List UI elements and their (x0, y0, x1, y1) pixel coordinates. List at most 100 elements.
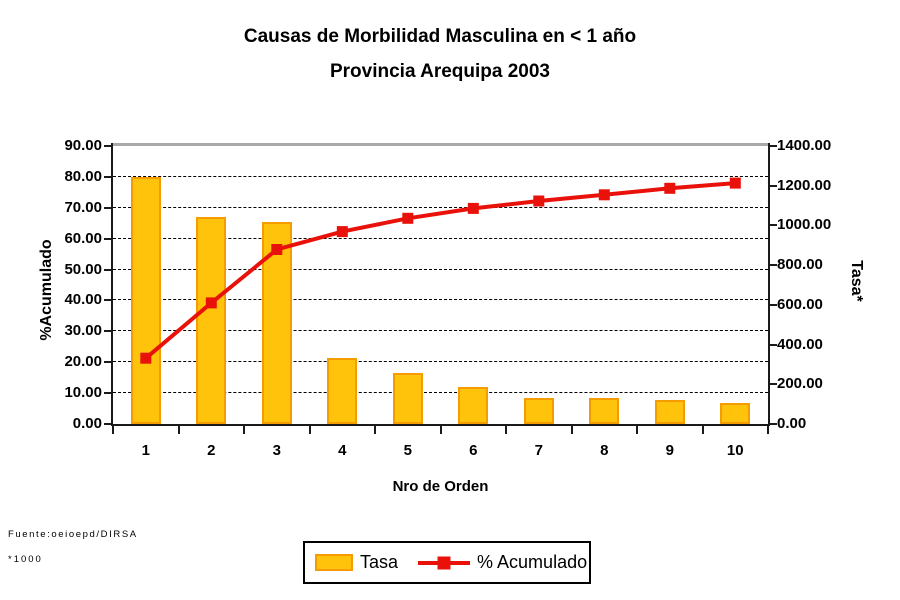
right-axis-tick (770, 303, 777, 306)
left-axis-line (111, 143, 113, 426)
legend-label-acumulado: % Acumulado (477, 552, 588, 572)
line-marker-icon (271, 244, 283, 255)
cumulative-line (144, 181, 736, 360)
line-marker-icon (140, 352, 152, 364)
x-axis-tick-label: 5 (403, 442, 412, 459)
x-axis-tick (701, 426, 704, 434)
left-axis-tick (104, 299, 112, 302)
left-axis-tick (104, 268, 112, 271)
gridline (113, 392, 768, 394)
gridline (113, 175, 768, 177)
x-axis-tick-label: 1 (141, 442, 150, 459)
bar (458, 387, 489, 424)
plot-area (113, 146, 768, 424)
bar (392, 373, 423, 424)
bar (130, 176, 161, 424)
line-marker-icon (467, 202, 479, 214)
right-axis-line (768, 143, 770, 426)
x-axis-tick (439, 426, 442, 434)
left-axis-tick (104, 392, 112, 395)
right-axis-tick (770, 343, 777, 346)
left-axis-tick-label: 30.00 (64, 322, 102, 340)
bar (589, 398, 620, 424)
right-axis-tick-label: 1400.00 (777, 137, 832, 154)
x-axis-tick (374, 426, 376, 434)
x-axis-tick-label: 4 (338, 442, 347, 459)
legend-bar-swatch (315, 554, 353, 571)
gridline (113, 206, 768, 208)
x-axis-tick-label: 6 (469, 442, 478, 459)
gridline (113, 268, 768, 270)
left-axis-tick (104, 330, 112, 333)
left-axis-tick-label: 50.00 (64, 260, 102, 278)
x-axis-tick-label: 10 (726, 442, 744, 459)
right-axis-tick (770, 145, 777, 147)
chart-title-block: Causas de Morbilidad Masculina en < 1 añ… (0, 26, 880, 83)
right-axis-tick-label: 400.00 (777, 335, 823, 353)
right-axis-tick-label: 200.00 (777, 375, 823, 393)
left-axis-tick (104, 175, 112, 178)
chart-title: Causas de Morbilidad Masculina en < 1 añ… (243, 26, 637, 47)
bar (720, 403, 751, 424)
legend: Tasa % Acumulado (303, 541, 591, 584)
line-marker-icon (664, 182, 676, 194)
left-axis-tick (104, 361, 112, 364)
x-axis-tick (570, 426, 573, 434)
x-axis-tick-label: 3 (272, 442, 281, 459)
right-axis-title: Tasa* (848, 260, 865, 302)
x-axis-tick (243, 426, 245, 434)
right-axis-tick-label: 0.00 (777, 415, 807, 432)
line-marker-icon (402, 212, 414, 224)
x-axis-tick (112, 426, 114, 434)
left-axis-tick-label: 10.00 (64, 384, 102, 402)
x-axis-tick (505, 426, 507, 434)
gridline (113, 361, 768, 363)
x-axis-tick-label: 8 (600, 442, 609, 459)
right-axis-tick-label: 600.00 (777, 295, 823, 313)
x-axis-tick-label: 9 (665, 442, 674, 459)
line-marker-icon (729, 177, 741, 189)
left-axis-tick-label: 60.00 (64, 229, 102, 247)
x-axis-tick (308, 426, 311, 434)
legend-line-marker-icon (437, 556, 451, 569)
right-axis-tick-label: 1200.00 (777, 176, 832, 194)
x-axis-tick (177, 426, 180, 434)
chart-subtitle: Provincia Arequipa 2003 (329, 61, 550, 82)
left-axis-tick-label: 70.00 (64, 198, 102, 216)
left-axis-tick-label: 90.00 (64, 137, 102, 154)
line-marker-icon (598, 189, 610, 201)
left-axis-tick (104, 206, 112, 209)
left-axis-tick (104, 237, 112, 240)
x-axis-tick (636, 426, 638, 434)
right-axis-tick (770, 224, 777, 227)
right-axis-tick-label: 800.00 (777, 256, 823, 274)
scale-note: *1000 (8, 554, 43, 565)
left-axis-tick-label: 20.00 (64, 353, 102, 371)
x-axis-line (111, 424, 770, 426)
right-axis-tick (770, 423, 777, 425)
right-axis-tick (770, 383, 777, 386)
left-axis-tick-label: 40.00 (64, 291, 102, 309)
x-axis-title: Nro de Orden (392, 478, 489, 495)
plot-border-top (111, 143, 770, 146)
bar (523, 398, 554, 424)
left-axis-tick (104, 423, 112, 425)
left-axis-tick-label: 0.00 (72, 415, 102, 432)
bar (196, 216, 227, 424)
left-axis-tick-label: 80.00 (64, 167, 102, 185)
x-axis-tick-label: 2 (207, 442, 216, 459)
x-axis-tick-label: 7 (534, 442, 543, 459)
right-axis-tick (770, 184, 777, 187)
legend-line-sample (418, 556, 471, 569)
line-marker-icon (336, 226, 348, 238)
line-marker-icon (205, 297, 217, 309)
line-marker-icon (533, 195, 545, 207)
x-axis-tick (767, 426, 769, 434)
legend-label-tasa: Tasa (360, 552, 399, 572)
gridline (113, 299, 768, 301)
gridline (113, 237, 768, 239)
right-axis-tick (770, 264, 777, 267)
gridline (113, 330, 768, 332)
source-note: Fuente:oeioepd/DIRSA (8, 529, 138, 540)
